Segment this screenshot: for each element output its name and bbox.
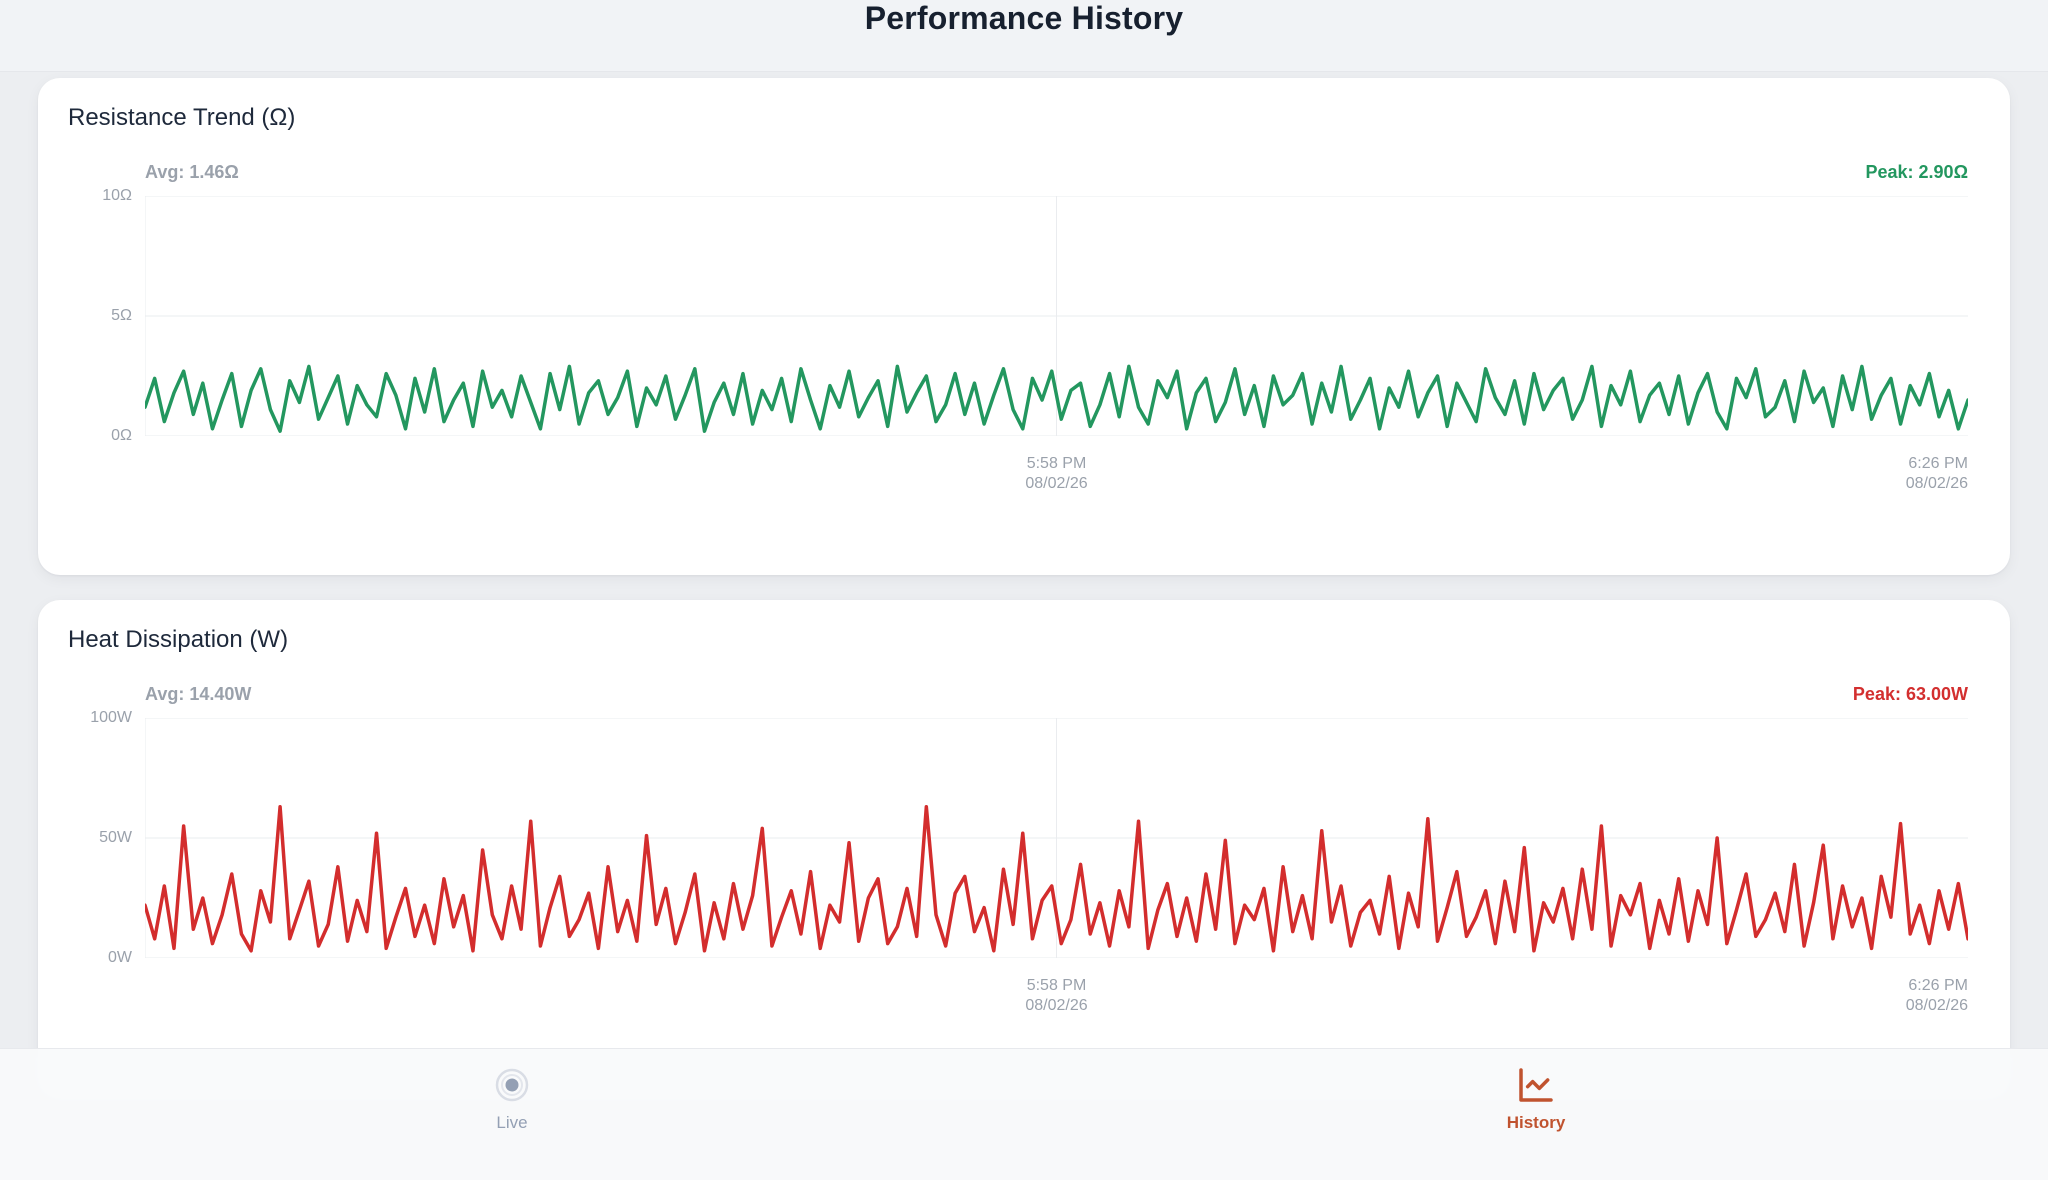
resistance-xtick-end: 6:26 PM 08/02/26 [1906, 454, 1968, 494]
heat-peak-label: Peak: 63.00W [1852, 684, 1968, 704]
resistance-ytick-10: 10Ω [102, 187, 132, 204]
resistance-trend-card: Resistance Trend (Ω) Avg: 1.46Ω Peak: 2.… [38, 78, 2010, 575]
heat-ytick-50: 50W [99, 829, 132, 846]
tab-history-label: History [1506, 1113, 1566, 1132]
heat-avg-label: Avg: 14.40W [145, 684, 252, 704]
resistance-avg-label: Avg: 1.46Ω [145, 162, 239, 182]
live-radio-icon [495, 1068, 529, 1102]
resistance-line-chart [145, 196, 1968, 436]
xtick-date: 08/02/26 [1905, 997, 1968, 1014]
heat-series-line [145, 807, 1968, 951]
resistance-xtick-mid: 5:58 PM 08/02/26 [1025, 454, 1087, 494]
main-content: Resistance Trend (Ω) Avg: 1.46Ω Peak: 2.… [0, 78, 2048, 1100]
heat-dissipation-card: Heat Dissipation (W) Avg: 14.40W Peak: 6… [38, 600, 2010, 1100]
heat-xtick-end: 6:26 PM 08/02/26 [1906, 976, 1968, 1016]
heat-chart-title: Heat Dissipation (W) [68, 626, 289, 653]
heat-ytick-100: 100W [90, 709, 132, 726]
tab-live-label: Live [496, 1113, 528, 1132]
tab-history[interactable]: History [1024, 1049, 2048, 1180]
xtick-time: 6:26 PM [1908, 455, 1968, 472]
heat-line-chart [145, 718, 1968, 958]
resistance-stats-row: Avg: 1.46Ω Peak: 2.90Ω [145, 162, 1968, 183]
resistance-ytick-0: 0Ω [111, 427, 132, 444]
heat-xtick-mid: 5:58 PM 08/02/26 [1025, 976, 1087, 1016]
xtick-date: 08/02/26 [1905, 475, 1968, 492]
heat-stats-row: Avg: 14.40W Peak: 63.00W [145, 684, 1968, 705]
heat-ytick-0: 0W [108, 949, 132, 966]
xtick-date: 08/02/26 [1025, 997, 1088, 1014]
heat-xaxis: 5:58 PM 08/02/26 6:26 PM 08/02/26 [145, 976, 1968, 1038]
xtick-time: 5:58 PM [1026, 977, 1087, 994]
page-title: Performance History [864, 0, 1184, 36]
resistance-peak-label: Peak: 2.90Ω [1865, 162, 1969, 182]
heat-chart-plot: 100W 50W 0W [90, 709, 1968, 966]
tab-live[interactable]: Live [0, 1049, 1024, 1180]
resistance-ytick-5: 5Ω [111, 307, 132, 324]
xtick-date: 08/02/26 [1025, 475, 1088, 492]
xtick-time: 6:26 PM [1908, 977, 1968, 994]
resistance-series-line [145, 366, 1968, 431]
bottom-tab-bar: Live History [0, 1048, 2048, 1180]
history-chart-icon [1519, 1068, 1553, 1102]
app-header: Performance History [0, 0, 2048, 72]
resistance-chart-title: Resistance Trend (Ω) [68, 104, 296, 131]
resistance-chart-plot: 10Ω 5Ω 0Ω [102, 187, 1968, 444]
resistance-xaxis: 5:58 PM 08/02/26 6:26 PM 08/02/26 [145, 454, 1968, 516]
xtick-time: 5:58 PM [1026, 455, 1087, 472]
